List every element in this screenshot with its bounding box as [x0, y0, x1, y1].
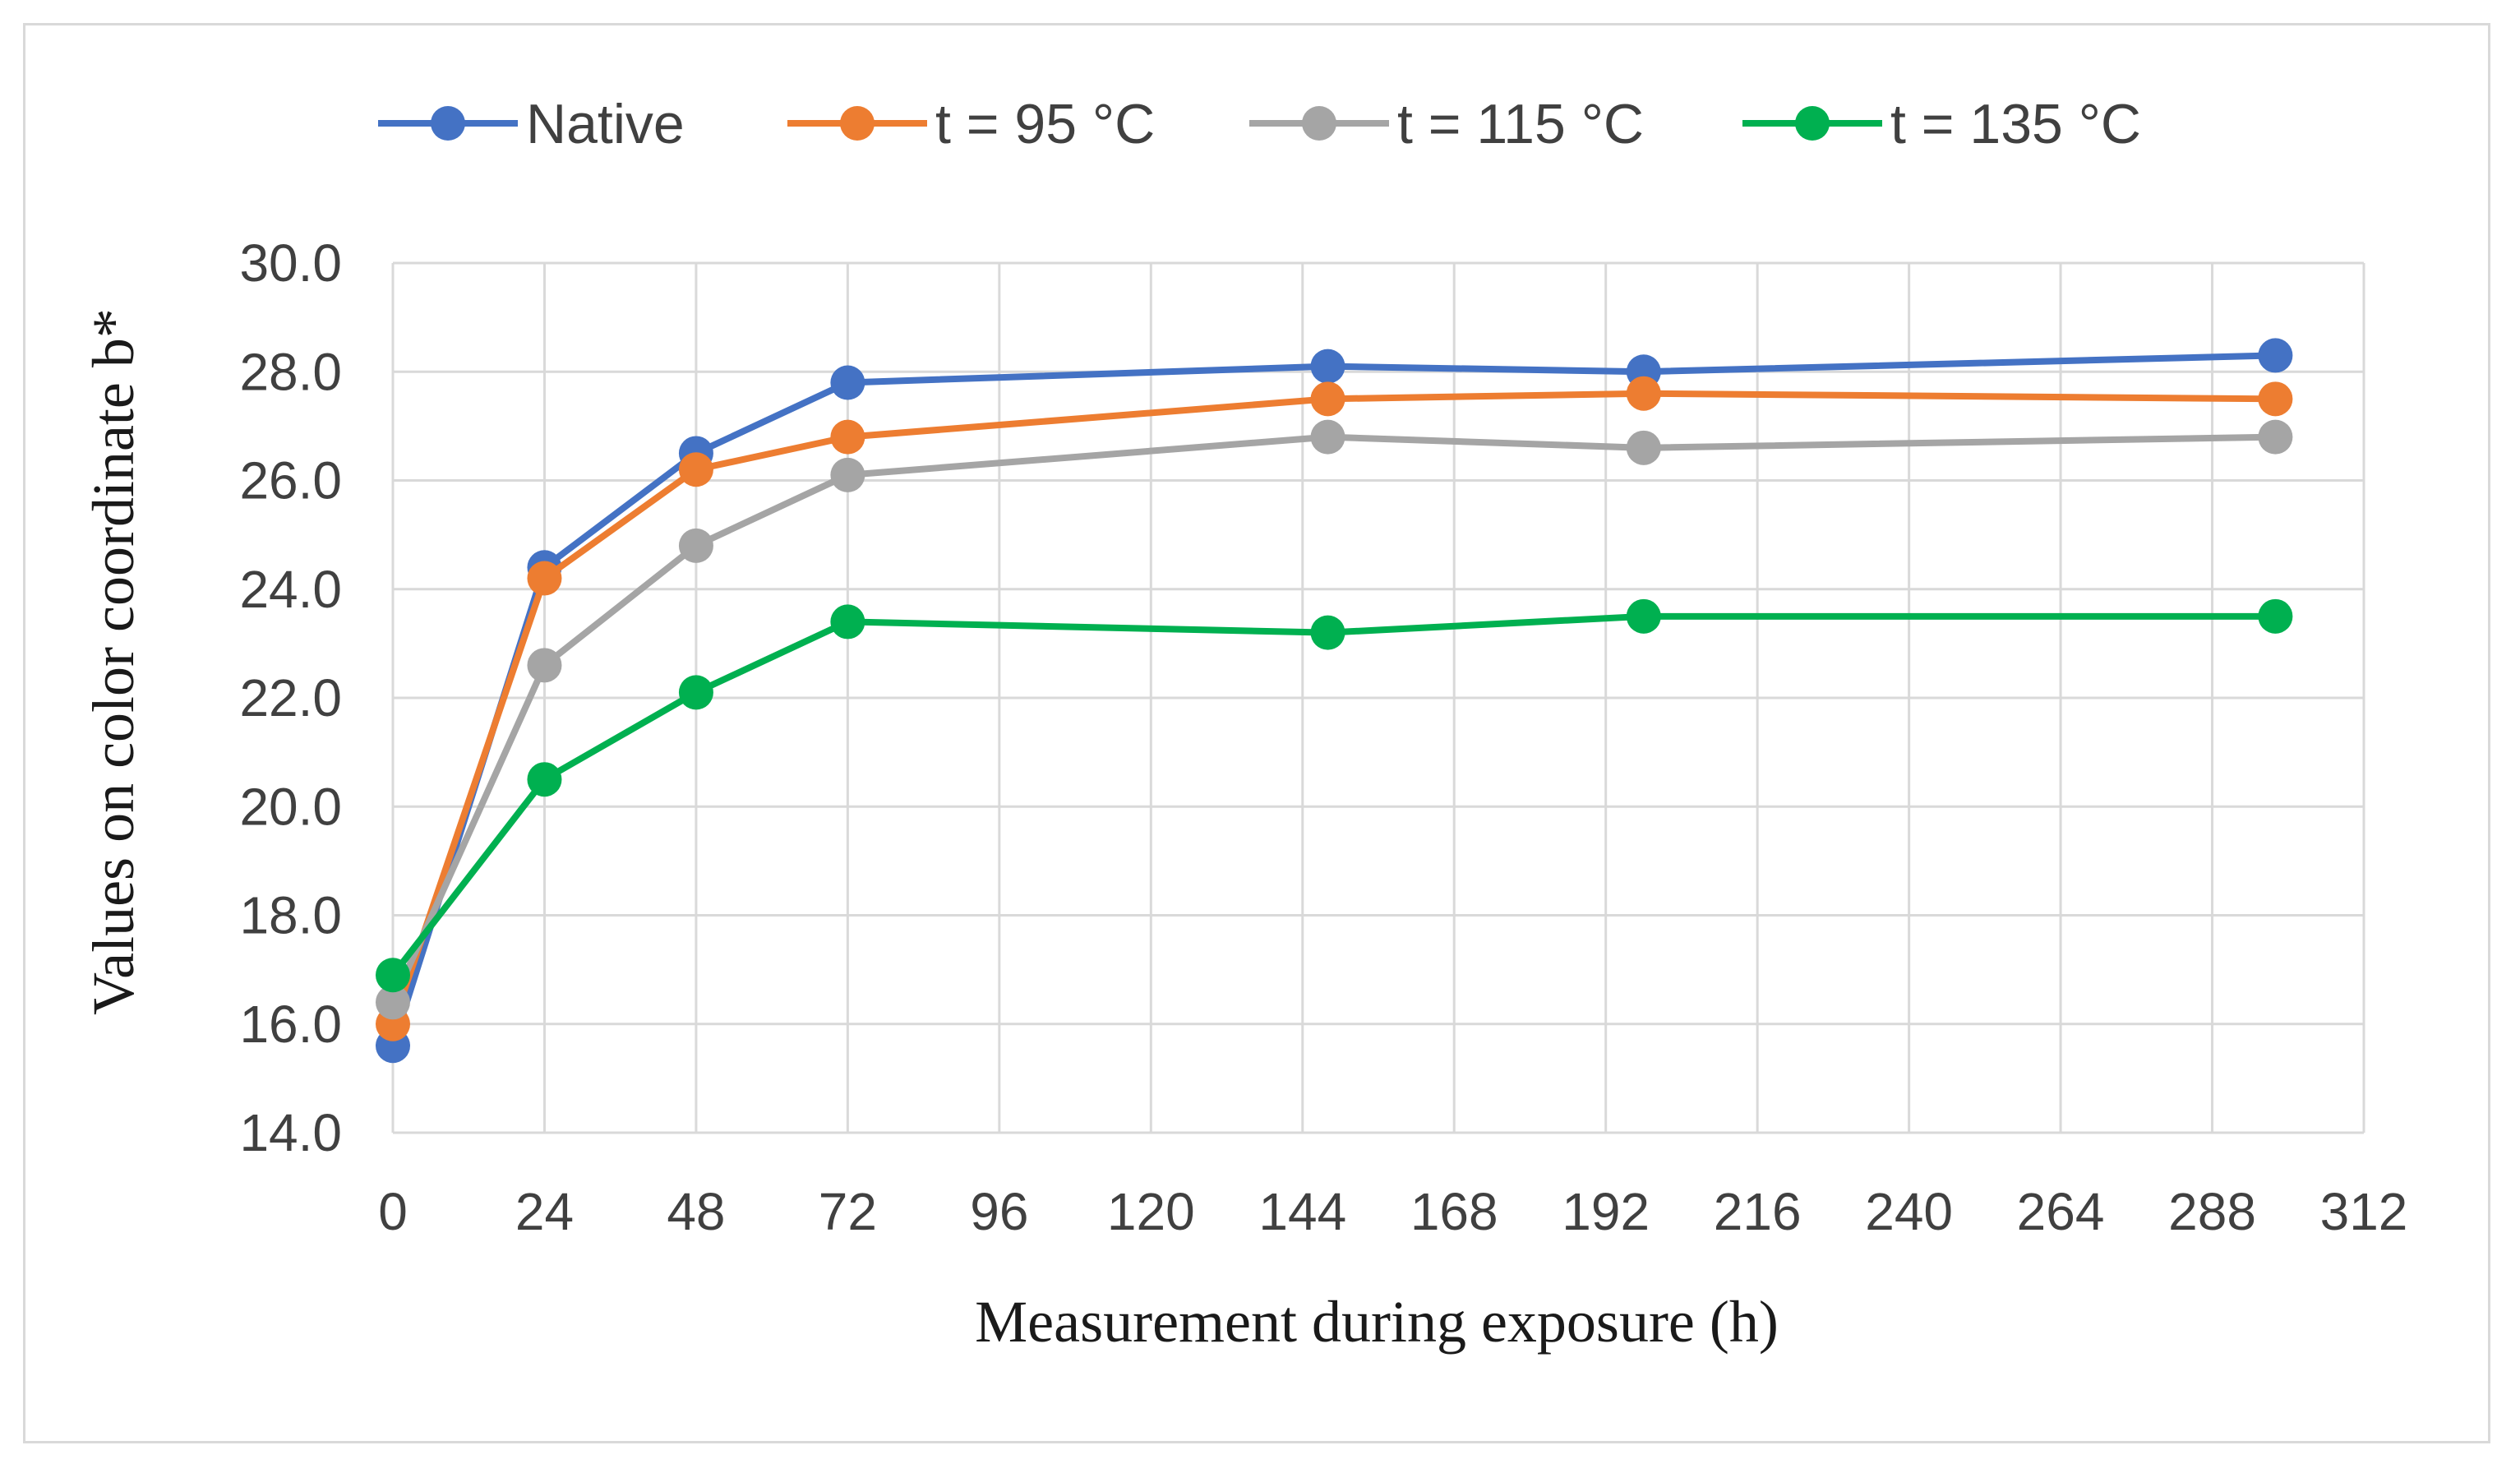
legend-item: Native — [378, 93, 685, 155]
data-point — [2258, 419, 2293, 455]
data-point — [830, 604, 865, 640]
legend-label: t = 95 °C — [935, 93, 1155, 155]
y-tick-label: 22.0 — [239, 668, 342, 727]
data-point — [830, 419, 865, 455]
x-tick-label: 312 — [2320, 1182, 2408, 1241]
x-tick-label: 264 — [2017, 1182, 2105, 1241]
legend-swatch-marker — [1302, 106, 1336, 141]
data-point — [2258, 338, 2293, 373]
legend-item: t = 135 °C — [1742, 93, 2141, 155]
x-tick-label: 120 — [1107, 1182, 1195, 1241]
data-point — [1310, 419, 1345, 455]
legend-label: t = 115 °C — [1397, 93, 1644, 155]
series-4 — [376, 598, 2293, 993]
series-3 — [376, 419, 2293, 1020]
y-tick-label: 20.0 — [239, 777, 342, 836]
data-point — [376, 985, 410, 1020]
data-point — [678, 452, 713, 487]
legend-label: Native — [526, 93, 685, 155]
data-point — [1626, 376, 1661, 411]
x-tick-label: 168 — [1410, 1182, 1498, 1241]
legend: Native t = 95 °C t = 115 °C t = 135 °C — [378, 93, 2141, 155]
legend-item: t = 95 °C — [787, 93, 1155, 155]
data-point — [1310, 615, 1345, 650]
y-tick-label: 14.0 — [239, 1103, 342, 1162]
data-point — [527, 762, 562, 797]
series-line — [390, 433, 2279, 1006]
y-axis-title: Values on color coordinate b* — [81, 308, 146, 1015]
series-2 — [376, 376, 2293, 1041]
data-point — [1626, 598, 1661, 634]
series-line — [390, 390, 2279, 1027]
y-tick-label: 24.0 — [239, 560, 342, 619]
legend-label: t = 135 °C — [1890, 93, 2141, 155]
legend-swatch-marker — [1795, 106, 1830, 141]
grid — [391, 261, 2365, 1134]
x-tick-label: 24 — [515, 1182, 574, 1241]
x-tick-label: 144 — [1258, 1182, 1346, 1241]
y-tick-label: 28.0 — [239, 342, 342, 401]
y-tick-label: 16.0 — [239, 995, 342, 1054]
legend-swatch-marker — [840, 106, 875, 141]
series-line — [390, 612, 2279, 979]
x-tick-label: 216 — [1714, 1182, 1802, 1241]
data-point — [1310, 349, 1345, 384]
series-group — [376, 338, 2293, 1064]
x-tick-label: 192 — [1562, 1182, 1650, 1241]
y-tick-label: 26.0 — [239, 451, 342, 510]
data-point — [678, 528, 713, 563]
x-axis-ticks: 0 24 48 72 96 120 144 168 192 216 240 264 288 312 — [378, 1182, 2407, 1241]
data-point — [2258, 381, 2293, 417]
data-point — [678, 675, 713, 710]
x-tick-label: 96 — [970, 1182, 1028, 1241]
x-tick-label: 240 — [1865, 1182, 1953, 1241]
chart-frame — [23, 23, 2490, 1443]
x-tick-label: 288 — [2168, 1182, 2256, 1241]
legend-item: t = 115 °C — [1249, 93, 1644, 155]
data-point — [2258, 598, 2293, 634]
data-point — [527, 561, 562, 596]
x-tick-label: 72 — [819, 1182, 877, 1241]
x-tick-label: 0 — [378, 1182, 408, 1241]
x-tick-label: 48 — [667, 1182, 725, 1241]
legend-swatch-marker — [431, 106, 465, 141]
series-line — [390, 352, 2279, 1050]
x-axis-title: Measurement during exposure (h) — [975, 1289, 1779, 1355]
y-axis-ticks: 14.0 16.0 18.0 20.0 22.0 24.0 26.0 28.0 30.0 — [239, 233, 342, 1162]
data-point — [830, 365, 865, 400]
y-tick-label: 30.0 — [239, 233, 342, 293]
data-point — [1626, 430, 1661, 465]
y-tick-label: 18.0 — [239, 886, 342, 945]
data-point — [376, 958, 410, 993]
data-point — [830, 457, 865, 492]
data-point — [1310, 381, 1345, 417]
data-point — [527, 648, 562, 683]
